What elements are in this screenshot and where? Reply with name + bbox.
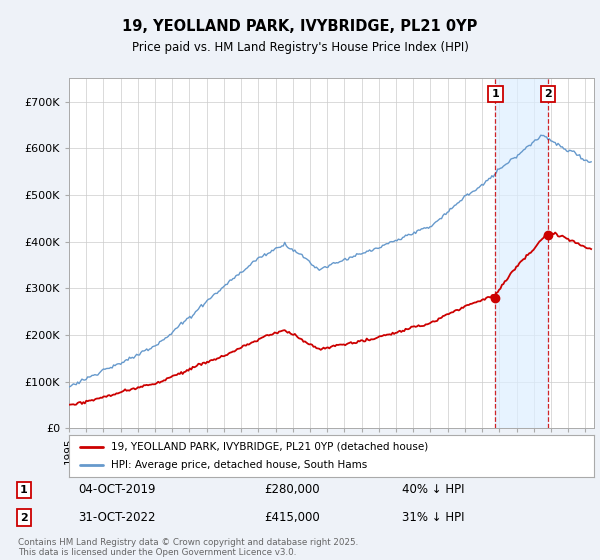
Text: Contains HM Land Registry data © Crown copyright and database right 2025.
This d: Contains HM Land Registry data © Crown c… — [18, 538, 358, 557]
Text: £280,000: £280,000 — [264, 483, 320, 496]
Text: £415,000: £415,000 — [264, 511, 320, 524]
Text: 31% ↓ HPI: 31% ↓ HPI — [402, 511, 464, 524]
Text: 1: 1 — [491, 89, 499, 99]
Text: 1: 1 — [20, 485, 28, 495]
Text: 2: 2 — [20, 512, 28, 522]
Text: Price paid vs. HM Land Registry's House Price Index (HPI): Price paid vs. HM Land Registry's House … — [131, 40, 469, 54]
Text: 04-OCT-2019: 04-OCT-2019 — [78, 483, 155, 496]
Text: 31-OCT-2022: 31-OCT-2022 — [78, 511, 155, 524]
Text: 2: 2 — [544, 89, 552, 99]
Text: HPI: Average price, detached house, South Hams: HPI: Average price, detached house, Sout… — [111, 460, 367, 470]
Text: 19, YEOLLAND PARK, IVYBRIDGE, PL21 0YP: 19, YEOLLAND PARK, IVYBRIDGE, PL21 0YP — [122, 20, 478, 34]
Text: 19, YEOLLAND PARK, IVYBRIDGE, PL21 0YP (detached house): 19, YEOLLAND PARK, IVYBRIDGE, PL21 0YP (… — [111, 442, 428, 452]
Bar — [496, 78, 548, 428]
Text: 40% ↓ HPI: 40% ↓ HPI — [402, 483, 464, 496]
